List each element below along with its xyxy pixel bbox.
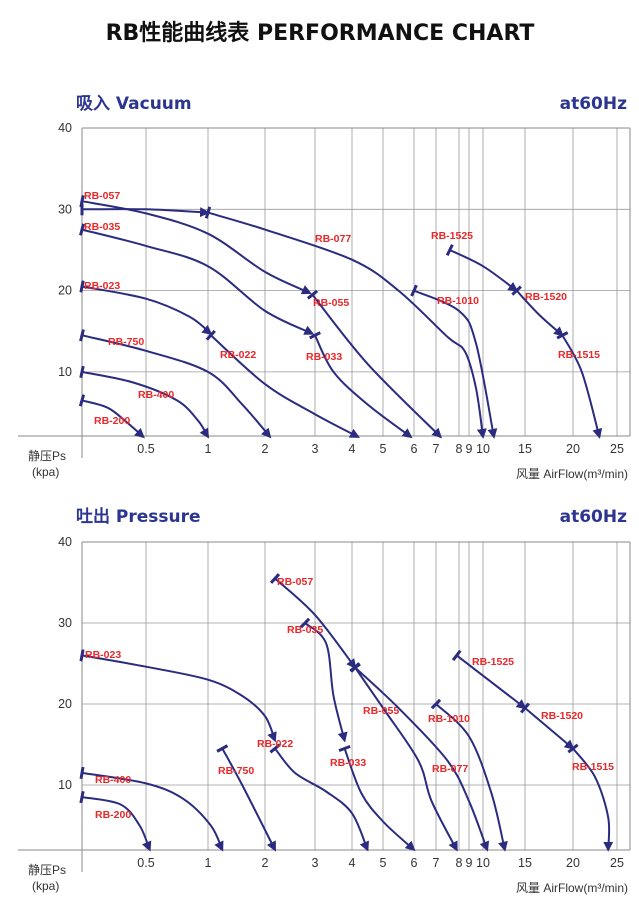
- curve-rb-055: [349, 662, 458, 852]
- curve-rb-033: [338, 744, 416, 852]
- y-tick-label: 20: [58, 284, 72, 298]
- x-tick-label: 2: [262, 856, 269, 870]
- curve-rb-1520: [511, 285, 564, 337]
- x-axis-label: 风量 AirFlow(m³/min): [516, 881, 628, 895]
- chart-title: 吐出 Pressure: [76, 506, 201, 527]
- x-tick-label: 5: [380, 442, 387, 456]
- x-axis-label: 风量 AirFlow(m³/min): [516, 467, 628, 481]
- x-tick-label: 7: [433, 856, 440, 870]
- curve-label-rb-1525: RB-1525: [472, 656, 514, 668]
- curve-label-rb-1515: RB-1515: [558, 349, 600, 361]
- curve-rb-750: [216, 744, 276, 852]
- curve-rb-400: [79, 766, 224, 852]
- curve-rb-077: [204, 206, 487, 439]
- x-tick-label: 7: [433, 442, 440, 456]
- curve-label-rb-200: RB-200: [94, 415, 130, 427]
- chart-title: 吸入 Vacuum: [76, 94, 192, 114]
- x-tick-label: 4: [349, 856, 356, 870]
- curve-label-rb-057: RB-057: [84, 190, 120, 202]
- x-tick-label: 9: [466, 442, 473, 456]
- x-tick-label: 10: [476, 442, 490, 456]
- y-tick-label: 40: [58, 535, 72, 549]
- curve-rb-200: [79, 790, 152, 852]
- curve-label-rb-055: RB-055: [363, 705, 399, 717]
- y-tick-label: 10: [58, 365, 72, 379]
- curve-label-rb-1010: RB-1010: [428, 713, 470, 725]
- x-tick-label: 25: [610, 856, 624, 870]
- curve-rb-1515: [567, 743, 614, 852]
- curve-label-rb-400: RB-400: [95, 774, 131, 786]
- frequency-label: at60Hz: [560, 94, 627, 114]
- x-tick-label: 0.5: [137, 856, 154, 870]
- curve-unlabeled: [80, 203, 210, 218]
- x-tick-label: 3: [312, 442, 319, 456]
- x-tick-label: 10: [476, 856, 490, 870]
- curve-label-rb-035: RB-035: [84, 221, 120, 233]
- curve-label-rb-055: RB-055: [313, 297, 349, 309]
- y-tick-label: 40: [58, 121, 72, 135]
- x-tick-label: 25: [610, 442, 624, 456]
- x-tick-label: 5: [380, 856, 387, 870]
- x-tick-label: 6: [411, 856, 418, 870]
- curve-label-rb-023: RB-023: [85, 649, 121, 661]
- y-tick-label: 30: [58, 202, 72, 216]
- x-tick-label: 2: [262, 442, 269, 456]
- curve-label-rb-1515: RB-1515: [572, 761, 614, 773]
- x-tick-label: 3: [312, 856, 319, 870]
- curve-label-rb-035: RB-035: [287, 624, 323, 636]
- curve-label-rb-033: RB-033: [306, 351, 342, 363]
- curve-rb-055: [306, 289, 443, 439]
- y-axis-label: 静压Ps: [28, 863, 66, 877]
- curve-label-rb-400: RB-400: [138, 389, 174, 401]
- curve-rb-1520: [519, 702, 575, 750]
- x-tick-label: 0.5: [137, 442, 154, 456]
- x-tick-label: 1: [205, 442, 212, 456]
- curve-label-rb-077: RB-077: [432, 763, 468, 775]
- curve-rb-1515: [556, 331, 603, 439]
- curve-rb-1525: [445, 243, 519, 292]
- x-tick-label: 9: [466, 856, 473, 870]
- x-tick-label: 6: [411, 442, 418, 456]
- curve-label-rb-1520: RB-1520: [541, 710, 583, 722]
- y-tick-label: 10: [58, 778, 72, 792]
- y-axis-unit: (kpa): [32, 465, 59, 479]
- x-tick-label: 8: [456, 856, 463, 870]
- y-tick-label: 30: [58, 616, 72, 630]
- curve-label-rb-022: RB-022: [220, 349, 256, 361]
- curve-label-rb-1520: RB-1520: [525, 291, 567, 303]
- curve-label-rb-200: RB-200: [95, 809, 131, 821]
- y-axis-unit: (kpa): [32, 879, 59, 893]
- curve-label-rb-1010: RB-1010: [437, 295, 479, 307]
- y-tick-label: 20: [58, 697, 72, 711]
- frequency-label: at60Hz: [560, 507, 627, 527]
- curve-rb-1525: [451, 649, 527, 710]
- y-axis-label: 静压Ps: [28, 449, 66, 463]
- x-tick-label: 1: [205, 856, 212, 870]
- curve-label-rb-1525: RB-1525: [431, 230, 473, 242]
- curve-label-rb-022: RB-022: [257, 738, 293, 750]
- x-tick-label: 4: [349, 442, 356, 456]
- x-tick-label: 15: [518, 856, 532, 870]
- curve-label-rb-057: RB-057: [277, 576, 313, 588]
- curve-label-rb-023: RB-023: [84, 280, 120, 292]
- x-tick-label: 20: [566, 442, 580, 456]
- curve-rb-023: [79, 649, 277, 743]
- curve-label-rb-750: RB-750: [108, 336, 144, 348]
- curve-label-rb-077: RB-077: [315, 233, 351, 245]
- curve-rb-1010: [410, 284, 498, 439]
- curve-label-rb-033: RB-033: [330, 757, 366, 769]
- x-tick-label: 8: [456, 442, 463, 456]
- x-tick-label: 20: [566, 856, 580, 870]
- x-tick-label: 15: [518, 442, 532, 456]
- page-title: RB性能曲线表 PERFORMANCE CHART: [106, 20, 535, 46]
- curve-rb-035: [299, 617, 348, 743]
- curve-rb-1010: [430, 698, 508, 852]
- curve-label-rb-750: RB-750: [218, 765, 254, 777]
